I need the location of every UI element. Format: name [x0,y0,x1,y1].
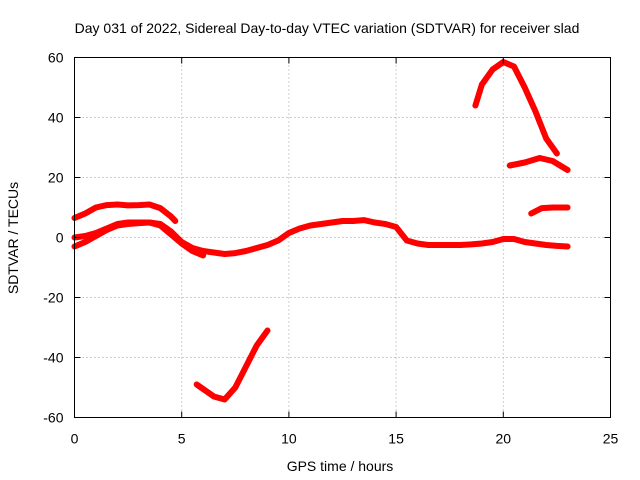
axis-ticks: 0 5 10 15 20 25 -60 -40 -20 0 20 40 60 [43,50,618,447]
x-tick-label: 0 [71,431,79,447]
x-tick-label: 20 [496,431,512,447]
x-tick-label: 5 [178,431,186,447]
y-tick-label: -40 [43,350,63,366]
series-line-arc-7 [528,204,571,217]
series-line-arc-5 [472,59,560,157]
y-axis-label: SDTVAR / TECUs [5,182,21,294]
x-tick-label: 25 [603,431,619,447]
series-line-arc-4 [193,327,271,403]
x-axis-label: GPS time / hours [287,458,394,474]
x-tick-label: 15 [388,431,404,447]
y-tick-label: 0 [56,230,64,246]
chart-title: Day 031 of 2022, Sidereal Day-to-day VTE… [75,20,580,36]
x-tick-label: 10 [281,431,297,447]
series-line-arc-3 [71,219,207,259]
y-tick-label: 20 [48,170,64,186]
data-series [71,59,571,403]
y-tick-label: -60 [43,410,63,426]
y-tick-label: -20 [43,290,63,306]
series-line-arc-6 [506,155,571,173]
y-tick-label: 60 [48,50,64,66]
series-line-arc-1 [71,201,179,224]
grid-lines [74,57,611,418]
y-tick-label: 40 [48,110,64,126]
